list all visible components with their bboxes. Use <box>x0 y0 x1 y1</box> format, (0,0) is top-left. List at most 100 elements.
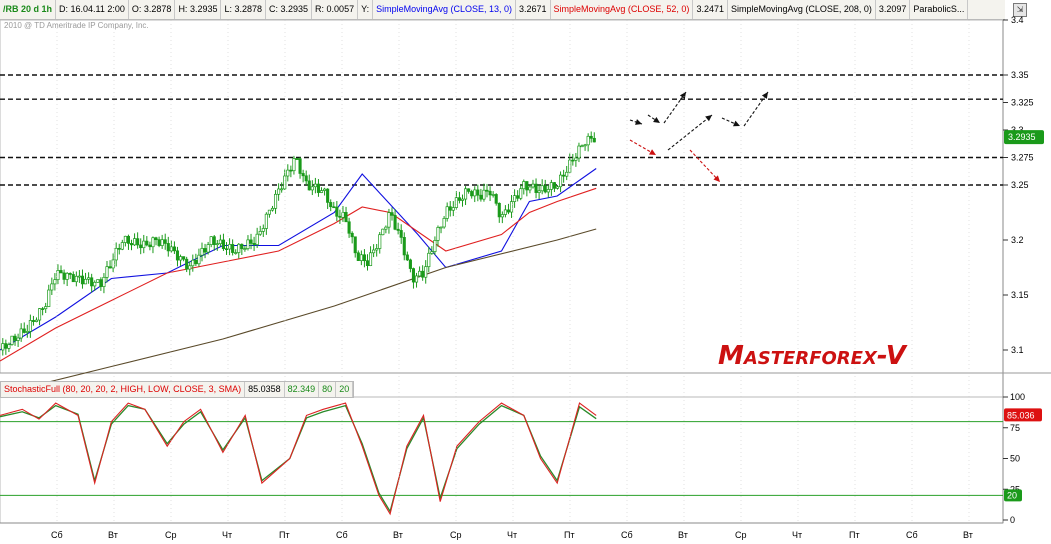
candle-body <box>59 270 63 274</box>
candle-body <box>108 266 112 269</box>
candle-body <box>41 308 45 310</box>
candle-body <box>218 239 222 245</box>
candle-body <box>185 258 189 270</box>
candle-body <box>31 320 35 322</box>
candle-body <box>151 237 155 248</box>
candle-body <box>139 244 143 249</box>
price-tick-label: 3.1 <box>1011 345 1024 355</box>
candle-body <box>362 254 366 262</box>
sma208-name[interactable]: SimpleMovingAvg (CLOSE, 208, 0) <box>728 0 876 19</box>
candle-body <box>470 191 474 197</box>
candle-body <box>126 235 130 244</box>
time-tick-label: Пт <box>564 530 575 540</box>
candle-body <box>71 274 75 283</box>
candle-body <box>381 228 385 236</box>
candle-body <box>485 189 489 192</box>
candle-body <box>332 206 336 209</box>
time-tick-label: Сб <box>621 530 633 540</box>
sma52-name[interactable]: SimpleMovingAvg (CLOSE, 52, 0) <box>551 0 694 19</box>
forecast-arrow-red-head <box>649 149 656 155</box>
candle-body <box>304 175 308 182</box>
price-tick-label: 3.3 <box>1011 125 1024 135</box>
sma52-value: 3.2471 <box>693 0 728 19</box>
price-tick-label: 3.275 <box>1011 153 1034 163</box>
candle-body <box>77 275 81 278</box>
candle-body <box>148 244 152 248</box>
stoch-level-low: 20 <box>336 382 354 397</box>
candle-body <box>454 197 458 208</box>
candle-body <box>344 212 348 223</box>
candle-body <box>347 221 351 234</box>
candle-body <box>439 226 443 229</box>
candle-body <box>56 270 60 281</box>
candle-body <box>252 243 256 245</box>
candle-body <box>433 240 437 252</box>
candle-body <box>47 289 51 307</box>
candle-body <box>464 188 468 200</box>
candle-body <box>200 248 204 256</box>
candle-body <box>25 330 29 333</box>
candle-body <box>421 270 425 278</box>
candle-body <box>341 212 345 218</box>
candle-body <box>516 195 520 199</box>
sma-line-1 <box>0 187 597 362</box>
candle-body <box>53 279 57 285</box>
candle-body <box>329 202 333 208</box>
candle-body <box>50 283 54 291</box>
time-tick-label: Сб <box>336 530 348 540</box>
forecast-arrow-red <box>689 149 721 183</box>
candle-body <box>93 281 97 287</box>
symbol-label[interactable]: /RB 20 d 1h <box>0 0 57 19</box>
candle-body <box>350 232 354 238</box>
candle-body <box>163 239 167 244</box>
candle-body <box>359 254 363 261</box>
candle-body <box>10 335 14 345</box>
time-tick-label: Ср <box>735 530 747 540</box>
candle-body <box>384 226 388 230</box>
candle-body <box>34 319 39 322</box>
last-price-badge-text: 3.2935 <box>1008 132 1036 142</box>
candle-body <box>546 189 550 193</box>
price-tick-label: 3.4 <box>1011 15 1024 25</box>
candle-body <box>145 240 149 246</box>
stoch-name[interactable]: StochasticFull (80, 20, 20, 2, HIGH, LOW… <box>1 382 246 397</box>
parabolic-name[interactable]: ParabolicS... <box>910 0 969 19</box>
stoch-level-high: 80 <box>319 382 337 397</box>
candle-body <box>142 240 146 249</box>
candle-body <box>38 308 42 321</box>
candle-body <box>525 181 529 191</box>
candle-body <box>497 202 501 218</box>
candle-body <box>188 265 192 270</box>
candle-body <box>519 188 523 199</box>
bar-high: H: 3.2935 <box>175 0 222 19</box>
candle-body <box>221 239 225 250</box>
candle-body <box>356 252 360 261</box>
candle-body <box>96 279 100 283</box>
sma-line-0 <box>0 168 597 351</box>
candle-body <box>298 158 302 174</box>
price-tick-label: 3.325 <box>1011 98 1034 108</box>
sma13-name[interactable]: SimpleMovingAvg (CLOSE, 13, 0) <box>373 0 516 19</box>
expand-icon[interactable]: ⇲ <box>1013 3 1027 17</box>
candle-body <box>197 254 201 265</box>
candle-body <box>114 247 118 261</box>
candle-body <box>571 159 575 162</box>
candle-body <box>123 235 127 243</box>
candle-body <box>577 145 581 159</box>
candle-body <box>531 183 535 188</box>
time-tick-label: Пт <box>279 530 290 540</box>
candle-body <box>513 195 517 202</box>
bar-date: D: 16.04.11 2:00 <box>56 0 129 19</box>
stoch-k-line <box>0 402 597 516</box>
stoch-panel-frame <box>0 396 1004 524</box>
candle-body <box>479 194 483 200</box>
candle-body <box>310 186 314 191</box>
candle-body <box>286 169 290 177</box>
candle-body <box>559 174 563 188</box>
candle-body <box>482 189 486 200</box>
candle-body <box>267 209 271 215</box>
candle-body <box>543 185 547 193</box>
candle-body <box>16 337 20 341</box>
time-tick-label: Вт <box>108 530 118 540</box>
